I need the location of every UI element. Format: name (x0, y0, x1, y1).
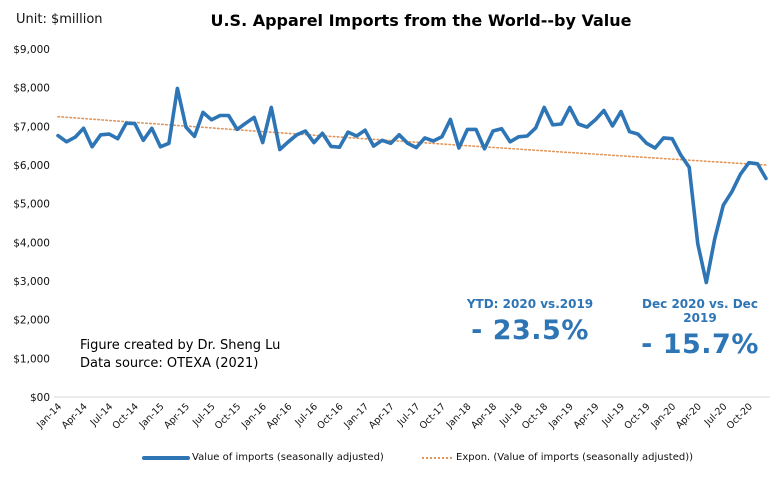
y-tick-label: $9,000 (13, 44, 50, 56)
x-tick-label: Apr-20 (674, 401, 704, 431)
x-tick-label: Jan-17 (341, 401, 371, 431)
legend-label: Expon. (Value of imports (seasonally adj… (456, 452, 694, 463)
stat-ytd: YTD: 2020 vs.2019 - 23.5% (455, 297, 605, 346)
x-tick-label: Apr-18 (469, 401, 499, 431)
credit-source: Data source: OTEXA (2021) (80, 356, 259, 371)
y-tick-label: $8,000 (13, 83, 50, 95)
x-tick-label: Oct-18 (520, 401, 550, 431)
credit-note: Figure created by Dr. Sheng Lu Data sour… (80, 337, 280, 373)
stat-ytd-value: - 23.5% (471, 315, 589, 346)
legend-item-imports[interactable]: Value of imports (seasonally adjusted) (142, 452, 384, 463)
x-tick-label: Jan-16 (239, 401, 269, 431)
chart-title: U.S. Apparel Imports from the World--by … (210, 11, 632, 30)
legend-label: Value of imports (seasonally adjusted) (192, 452, 384, 463)
legend-dotted-line-icon (422, 456, 452, 459)
x-tick-label: Jan-14 (34, 401, 64, 431)
y-tick-label: $4,000 (13, 237, 50, 249)
x-tick-label: Oct-16 (315, 401, 345, 431)
y-axis: $00 $1,000 $2,000 $3,000 $4,000 $5,000 $6,000 $… (13, 44, 770, 404)
legend-solid-line-icon (142, 455, 190, 460)
stat-december-value: - 15.7% (641, 329, 759, 360)
x-tick-label: Oct-14 (111, 401, 141, 431)
x-tick-label: Apr-15 (162, 401, 192, 431)
x-tick-label: Jan-15 (137, 401, 167, 431)
x-tick-label: Oct-19 (622, 401, 652, 431)
stat-december-label: Dec 2020 vs. Dec 2019 (642, 297, 758, 325)
y-tick-label: $1,000 (13, 353, 50, 365)
y-tick-label: $2,000 (13, 315, 50, 327)
stat-ytd-label: YTD: 2020 vs.2019 (466, 297, 594, 311)
x-tick-label: Apr-16 (264, 401, 294, 431)
legend-item-trendline[interactable]: Expon. (Value of imports (seasonally adj… (422, 452, 693, 463)
y-tick-label: $7,000 (13, 121, 50, 133)
plot-area (56, 86, 768, 285)
y-tick-label: $5,000 (13, 199, 50, 211)
x-tick-label: Apr-19 (572, 401, 602, 431)
x-tick-label: Jan-20 (648, 401, 678, 431)
x-tick-label: Apr-17 (367, 401, 397, 431)
stat-december: Dec 2020 vs. Dec 2019 - 15.7% (625, 297, 775, 360)
trendline-series (57, 115, 767, 166)
x-tick-label: Oct-15 (213, 401, 243, 431)
credit-author: Figure created by Dr. Sheng Lu (80, 338, 281, 353)
x-tick-label: Apr-14 (60, 401, 90, 431)
x-tick-label: Jan-18 (444, 401, 474, 431)
y-tick-label: $3,000 (13, 276, 50, 288)
x-tick-label: Oct-17 (418, 401, 448, 431)
y-tick-label: $6,000 (13, 160, 50, 172)
x-tick-label: Jan-19 (546, 401, 576, 431)
y-tick-label: $00 (30, 392, 50, 404)
x-axis: Jan-14Apr-14Jul-14Oct-14Jan-15Apr-15Jul-… (34, 401, 755, 431)
unit-label: Unit: $million (16, 12, 103, 27)
imports-series-line (56, 86, 768, 285)
x-tick-label: Oct-20 (725, 401, 755, 431)
